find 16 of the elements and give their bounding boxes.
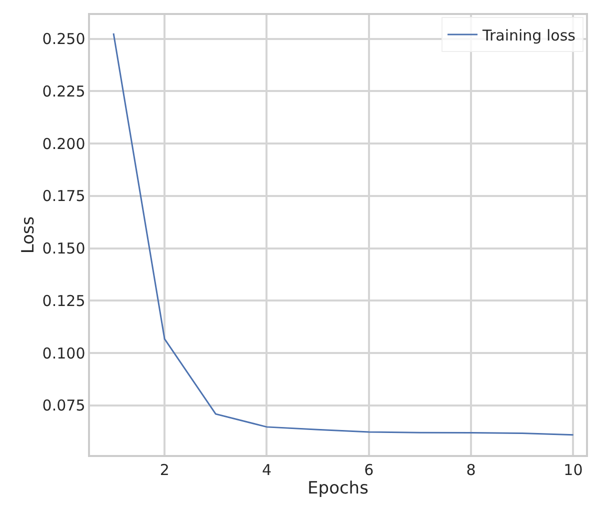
y-tick-label: 0.075 [42, 396, 86, 415]
x-tick-label: 2 [160, 460, 170, 479]
x-tick-label: 8 [466, 460, 476, 479]
x-tick-label: 4 [262, 460, 272, 479]
legend-label: Training loss [482, 26, 576, 44]
y-axis-title: Loss [18, 216, 38, 254]
y-tick-label: 0.250 [42, 30, 86, 48]
y-tick-label: 0.100 [42, 344, 86, 362]
y-tick-label: 0.125 [42, 292, 86, 310]
y-tick-label: 0.200 [42, 134, 86, 153]
x-tick-label: 10 [564, 460, 583, 479]
y-tick-label: 0.150 [42, 240, 86, 258]
y-tick-label: 0.225 [42, 82, 86, 100]
y-tick-label: 0.175 [42, 187, 86, 206]
x-axis-title: Epochs [308, 478, 369, 499]
x-tick-label: 6 [364, 460, 374, 479]
